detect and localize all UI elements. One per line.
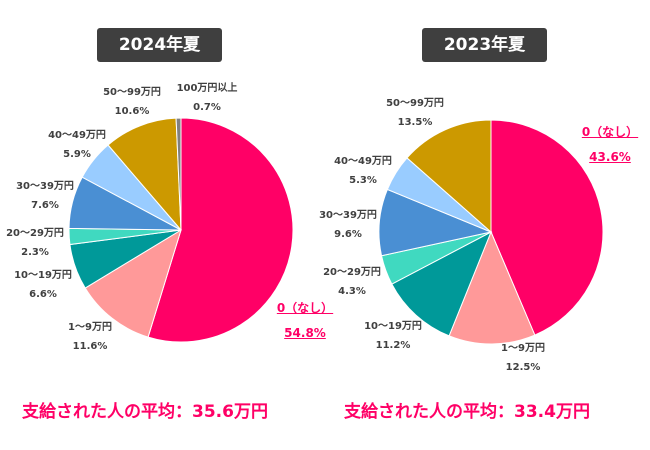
slice-label: 1～9万円 11.6% xyxy=(68,318,112,356)
slice-label: 100万円以上 0.7% xyxy=(177,79,238,117)
average-2023: 支給された人の平均：33.4万円 xyxy=(344,402,590,422)
slice-category: 50～99万円 xyxy=(386,98,444,109)
slice-value: 10.6% xyxy=(114,106,150,117)
chart-title-2024: 2024年夏 xyxy=(97,28,222,62)
slice-label: 20～29万円 2.3% xyxy=(6,224,64,262)
slice-category: 1～9万円 xyxy=(501,343,545,354)
pie-slice xyxy=(448,230,536,345)
slice-value: 13.5% xyxy=(397,117,433,128)
slice-label: 30～39万円 9.6% xyxy=(319,206,377,244)
slice-category: 30～39万円 xyxy=(319,210,377,221)
slice-value: 4.3% xyxy=(338,286,366,297)
slice-category: 20～29万円 xyxy=(6,228,64,239)
slice-category: 30～39万円 xyxy=(16,181,74,192)
pie-slice xyxy=(147,117,294,343)
slice-label: 30～39万円 7.6% xyxy=(16,177,74,215)
slice-value: 0.7% xyxy=(193,102,221,113)
slice-value: 5.9% xyxy=(63,149,91,160)
slice-value: 54.8% xyxy=(284,326,326,340)
slice-category: 100万円以上 xyxy=(176,83,238,94)
pie-slice xyxy=(175,117,182,231)
slice-label: 40～49万円 5.9% xyxy=(48,126,106,164)
slice-value: 11.6% xyxy=(72,341,108,352)
pie-slice xyxy=(406,119,492,234)
slice-value: 43.6% xyxy=(589,150,631,164)
average-2024: 支給された人の平均：35.6万円 xyxy=(22,402,268,422)
slice-value: 2.3% xyxy=(21,247,49,258)
slice-category: 40～49万円 xyxy=(48,130,106,141)
slice-category: 10～19万円 xyxy=(14,270,72,281)
slice-value: 9.6% xyxy=(334,229,362,240)
slice-category: 50～99万円 xyxy=(103,87,161,98)
slice-category: 10～19万円 xyxy=(364,321,422,332)
slice-label: 1～9万円 12.5% xyxy=(501,339,545,377)
slice-category: 20～29万円 xyxy=(323,267,381,278)
slice-label: 50～99万円 10.6% xyxy=(103,83,161,121)
slice-category: 0（なし） xyxy=(581,125,639,139)
slice-category: 1～9万円 xyxy=(68,322,112,333)
slice-category: 0（なし） xyxy=(276,301,334,315)
pie-slice xyxy=(391,230,492,337)
slice-value: 6.6% xyxy=(29,289,57,300)
slice-value: 7.6% xyxy=(31,200,59,211)
slice-label: 40～49万円 5.3% xyxy=(334,152,392,190)
slice-category: 40～49万円 xyxy=(334,156,392,167)
slice-label: 0（なし） 43.6% xyxy=(582,120,638,170)
pie-slice xyxy=(490,119,604,336)
slice-label: 10～19万円 6.6% xyxy=(14,266,72,304)
slice-value: 5.3% xyxy=(349,175,377,186)
slice-value: 11.2% xyxy=(375,340,411,351)
slice-label: 10～19万円 11.2% xyxy=(364,317,422,355)
chart-title-2023: 2023年夏 xyxy=(422,28,547,62)
slice-label: 50～99万円 13.5% xyxy=(386,94,444,132)
slice-label: 20～29万円 4.3% xyxy=(323,263,381,301)
slice-value: 12.5% xyxy=(505,362,541,373)
slice-label: 0（なし） 54.8% xyxy=(277,296,333,346)
pie-slice xyxy=(84,228,182,338)
pie-slice xyxy=(107,117,182,232)
